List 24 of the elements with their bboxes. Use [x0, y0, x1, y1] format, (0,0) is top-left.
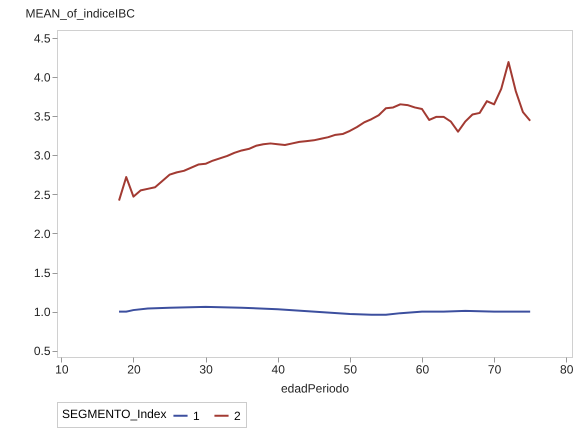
x-tick-label: 40	[272, 362, 286, 376]
y-tick-label: 1.5	[34, 266, 51, 280]
line-series	[118, 61, 532, 202]
x-axis-title: edadPeriodo	[280, 382, 350, 396]
x-tick-label: 70	[488, 362, 502, 376]
y-tick-label: 2.5	[34, 188, 51, 202]
line-series	[118, 306, 532, 316]
y-tick-label: 3.5	[34, 110, 51, 124]
x-tick-label: 30	[199, 362, 214, 376]
x-tick-label: 60	[416, 362, 430, 376]
y-tick-label: 3.0	[34, 148, 51, 163]
y-tick-label: 4.5	[34, 31, 51, 46]
y-tick-label: 2.0	[34, 226, 51, 241]
y-tick-label: 4.0	[34, 70, 51, 84]
x-tick-label: 80	[560, 362, 574, 376]
x-tick-label: 10	[55, 362, 69, 376]
y-tick-label: 0.5	[34, 344, 51, 358]
y-tick-label: 1.0	[34, 305, 51, 320]
legend-title: SEGMENTO_Index	[62, 407, 166, 421]
x-tick-label: 50	[344, 362, 358, 376]
legend-label: 1	[193, 408, 200, 423]
y-axis-title: MEAN_of_indiceIBC	[26, 6, 136, 20]
x-tick-label: 20	[127, 362, 141, 376]
legend-label: 2	[234, 408, 241, 423]
